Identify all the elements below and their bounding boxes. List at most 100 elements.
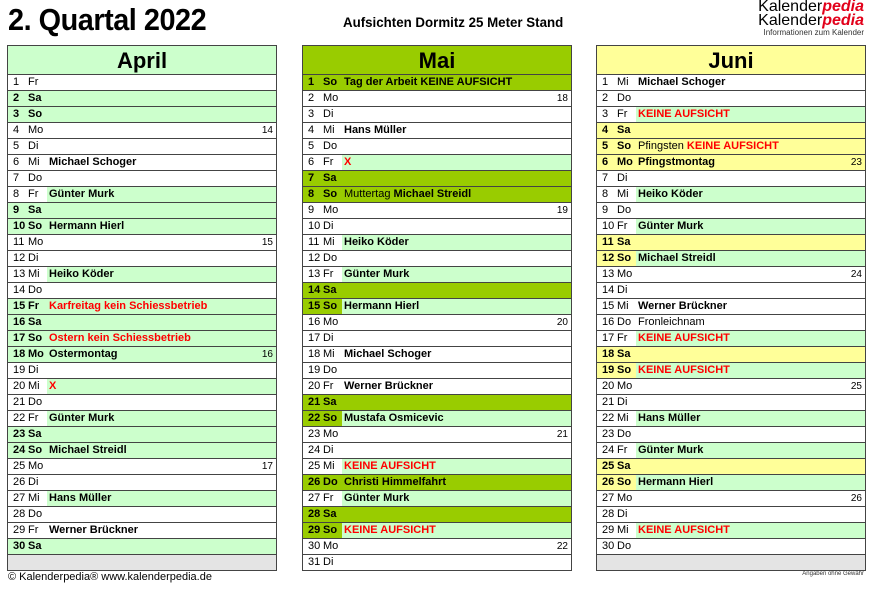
entry-cell: Günter Murk <box>342 267 571 282</box>
entry-cell: 19 <box>342 203 571 218</box>
day-row: 2 Mo 18 <box>303 91 571 107</box>
day-number: 7 <box>13 172 20 184</box>
day-row: 26 Do Christi Himmelfahrt <box>303 475 571 491</box>
day-number: 10 <box>13 220 26 232</box>
entry-cell: 25 <box>636 379 865 394</box>
day-row: 29 Fr Werner Brückner <box>8 523 276 539</box>
day-row: 15 Mi Werner Brückner <box>597 299 865 315</box>
date-cell: 30 Mo <box>303 539 342 554</box>
date-cell: 7 Di <box>597 171 636 186</box>
weekday: Sa <box>617 236 631 248</box>
day-number: 5 <box>13 140 20 152</box>
date-cell: 17 So <box>8 331 47 346</box>
entry-cell: 26 <box>636 491 865 506</box>
day-number: 25 <box>13 460 26 472</box>
date-cell: 10 Fr <box>597 219 636 234</box>
entry-text: Pfingsten <box>638 140 687 152</box>
entry-text: X <box>49 380 57 392</box>
entry-cell <box>47 427 276 442</box>
entry-text: Werner Brückner <box>344 380 434 392</box>
entry-text: Werner Brückner <box>638 300 728 312</box>
day-number: 8 <box>308 188 315 200</box>
entry-cell <box>342 363 571 378</box>
day-row: 5 Di <box>8 139 276 155</box>
date-cell: 23 Do <box>597 427 636 442</box>
date-cell: 26 Di <box>8 475 47 490</box>
entry-cell: X <box>342 155 571 170</box>
day-number: 23 <box>13 428 26 440</box>
entry-text: Mustafa Osmicevic <box>344 412 444 424</box>
weekday: Di <box>323 108 334 120</box>
weekday: Sa <box>617 348 631 360</box>
entry-cell: Michael Schoger <box>636 75 865 90</box>
entry-cell <box>636 203 865 218</box>
day-row: 3 So <box>8 107 276 123</box>
weekday: Mi <box>28 268 40 280</box>
entry-text: Hans Müller <box>344 124 407 136</box>
weekday: Do <box>617 428 632 440</box>
weekday: Fr <box>617 444 628 456</box>
entry-cell: KEINE AUFSICHT <box>636 523 865 538</box>
entry-cell: Hans Müller <box>342 123 571 138</box>
day-row: 4 Mi Hans Müller <box>303 123 571 139</box>
day-row: 9 Mo 19 <box>303 203 571 219</box>
date-cell: 30 Do <box>597 539 636 554</box>
entry-cell: KEINE AUFSICHT <box>636 107 865 122</box>
weekday: Sa <box>617 460 631 472</box>
entry-text: KEINE AUFSICHT <box>638 524 730 536</box>
day-number: 24 <box>602 444 615 456</box>
date-cell: 13 Mo <box>597 267 636 282</box>
day-number: 18 <box>602 348 615 360</box>
entry-cell: KEINE AUFSICHT <box>342 459 571 474</box>
day-number: 29 <box>602 524 615 536</box>
day-row: 27 Mi Hans Müller <box>8 491 276 507</box>
logo-text: Kalender <box>758 0 823 15</box>
date-cell: 15 So <box>303 299 342 314</box>
date-cell: 3 Di <box>303 107 342 122</box>
day-row: 18 Sa <box>597 347 865 363</box>
date-cell: 7 Sa <box>303 171 342 186</box>
entry-cell: 15 <box>47 235 276 250</box>
month-header: Juni <box>597 46 865 75</box>
date-cell: 11 Mi <box>303 235 342 250</box>
day-row: 3 Di <box>303 107 571 123</box>
weekday: Sa <box>28 428 42 440</box>
entry-cell <box>636 347 865 362</box>
entry-cell <box>47 315 276 330</box>
weekday: Mo <box>617 156 633 168</box>
date-cell: 24 Fr <box>597 443 636 458</box>
entry-cell: KEINE AUFSICHT <box>636 363 865 378</box>
month-header: Mai <box>303 46 571 75</box>
day-number: 3 <box>13 108 20 120</box>
day-number: 9 <box>13 204 20 216</box>
date-cell: 24 So <box>8 443 47 458</box>
day-number: 17 <box>308 332 321 344</box>
date-cell: 29 Fr <box>8 523 47 538</box>
entry-cell <box>47 251 276 266</box>
day-row: 23 Sa <box>8 427 276 443</box>
weekday: Mo <box>28 460 44 472</box>
entry-cell: Günter Murk <box>47 411 276 426</box>
entry-cell: Muttertag Michael Streidl <box>342 187 571 202</box>
entry-cell: Tag der Arbeit KEINE AUFSICHT <box>342 75 571 90</box>
weekday: Di <box>28 140 39 152</box>
date-cell: 1 Mi <box>597 75 636 90</box>
weekday: So <box>28 108 43 120</box>
date-cell: 13 Mi <box>8 267 47 282</box>
entry-cell <box>47 75 276 90</box>
day-number: 28 <box>308 508 321 520</box>
weekday: Di <box>323 220 334 232</box>
week-number: 20 <box>556 317 568 328</box>
entry-cell <box>342 171 571 186</box>
entry-cell <box>636 539 865 554</box>
entry-text: Günter Murk <box>344 492 410 504</box>
weekday: Fr <box>28 188 39 200</box>
day-number: 15 <box>308 300 321 312</box>
day-row: 31 Di <box>303 555 571 570</box>
weekday: Di <box>617 508 628 520</box>
day-number: 6 <box>13 156 20 168</box>
day-number: 6 <box>602 156 609 168</box>
date-cell: 6 Mo <box>597 155 636 170</box>
date-cell: 12 So <box>597 251 636 266</box>
entry-text: Heiko Köder <box>49 268 114 280</box>
